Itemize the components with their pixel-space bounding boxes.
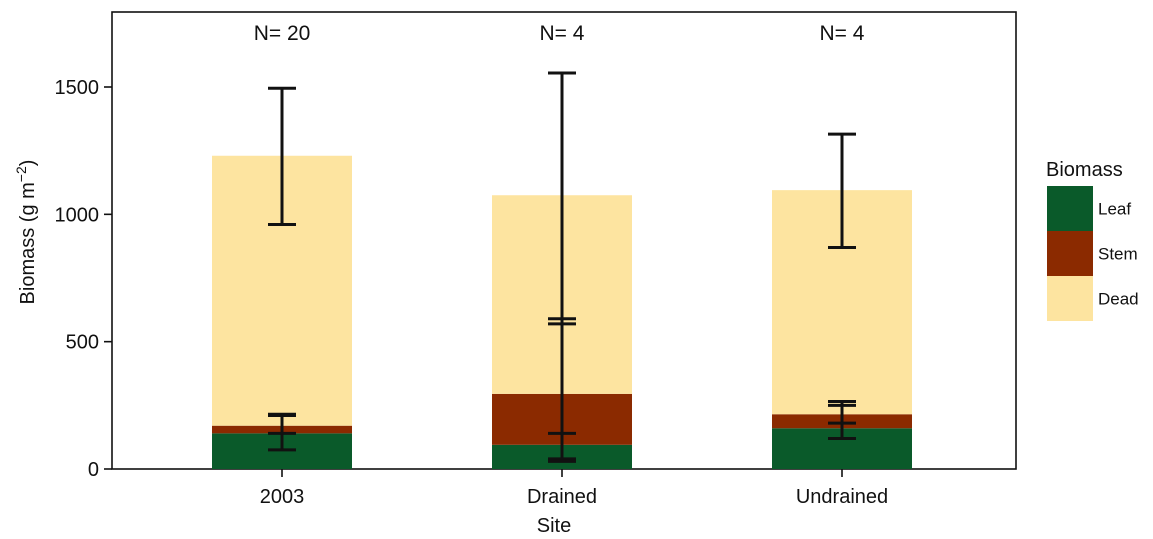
x-axis-title: Site — [537, 515, 571, 537]
y-tick-label: 1500 — [55, 77, 100, 99]
y-axis-title-superscript: −2 — [13, 166, 29, 182]
error-bars-layer — [268, 71, 856, 463]
y-tick-label: 1000 — [55, 204, 100, 226]
y-axis-title-suffix: ) — [17, 160, 39, 167]
x-tick-label-2003: 2003 — [260, 486, 305, 508]
n-annotation: N= 4 — [820, 22, 865, 45]
legend-swatch-leaf — [1047, 186, 1093, 231]
y-tick-label: 0 — [88, 459, 99, 481]
y-axis-title: Biomass (g m−2) — [13, 160, 39, 305]
x-tick-label-undrained: Undrained — [796, 486, 888, 508]
legend-swatch-dead — [1047, 276, 1093, 321]
y-tick-label: 500 — [66, 332, 99, 354]
n-annotations: N= 20 N= 4 N= 4 — [254, 22, 865, 45]
legend-label-leaf: Leaf — [1098, 200, 1131, 219]
legend-label-stem: Stem — [1098, 245, 1138, 264]
legend-title: Biomass — [1046, 159, 1123, 181]
y-axis: 0 500 1000 1500 — [55, 77, 112, 481]
legend-label-dead: Dead — [1098, 290, 1139, 309]
y-axis-title-main: Biomass (g m — [17, 182, 39, 304]
x-axis: 2003 Drained Undrained — [260, 469, 888, 508]
legend-swatch-stem — [1047, 231, 1093, 276]
x-tick-label-drained: Drained — [527, 486, 597, 508]
n-annotation: N= 20 — [254, 22, 311, 45]
legend: Biomass Leaf Stem Dead — [1046, 159, 1139, 321]
n-annotation: N= 4 — [540, 22, 585, 45]
